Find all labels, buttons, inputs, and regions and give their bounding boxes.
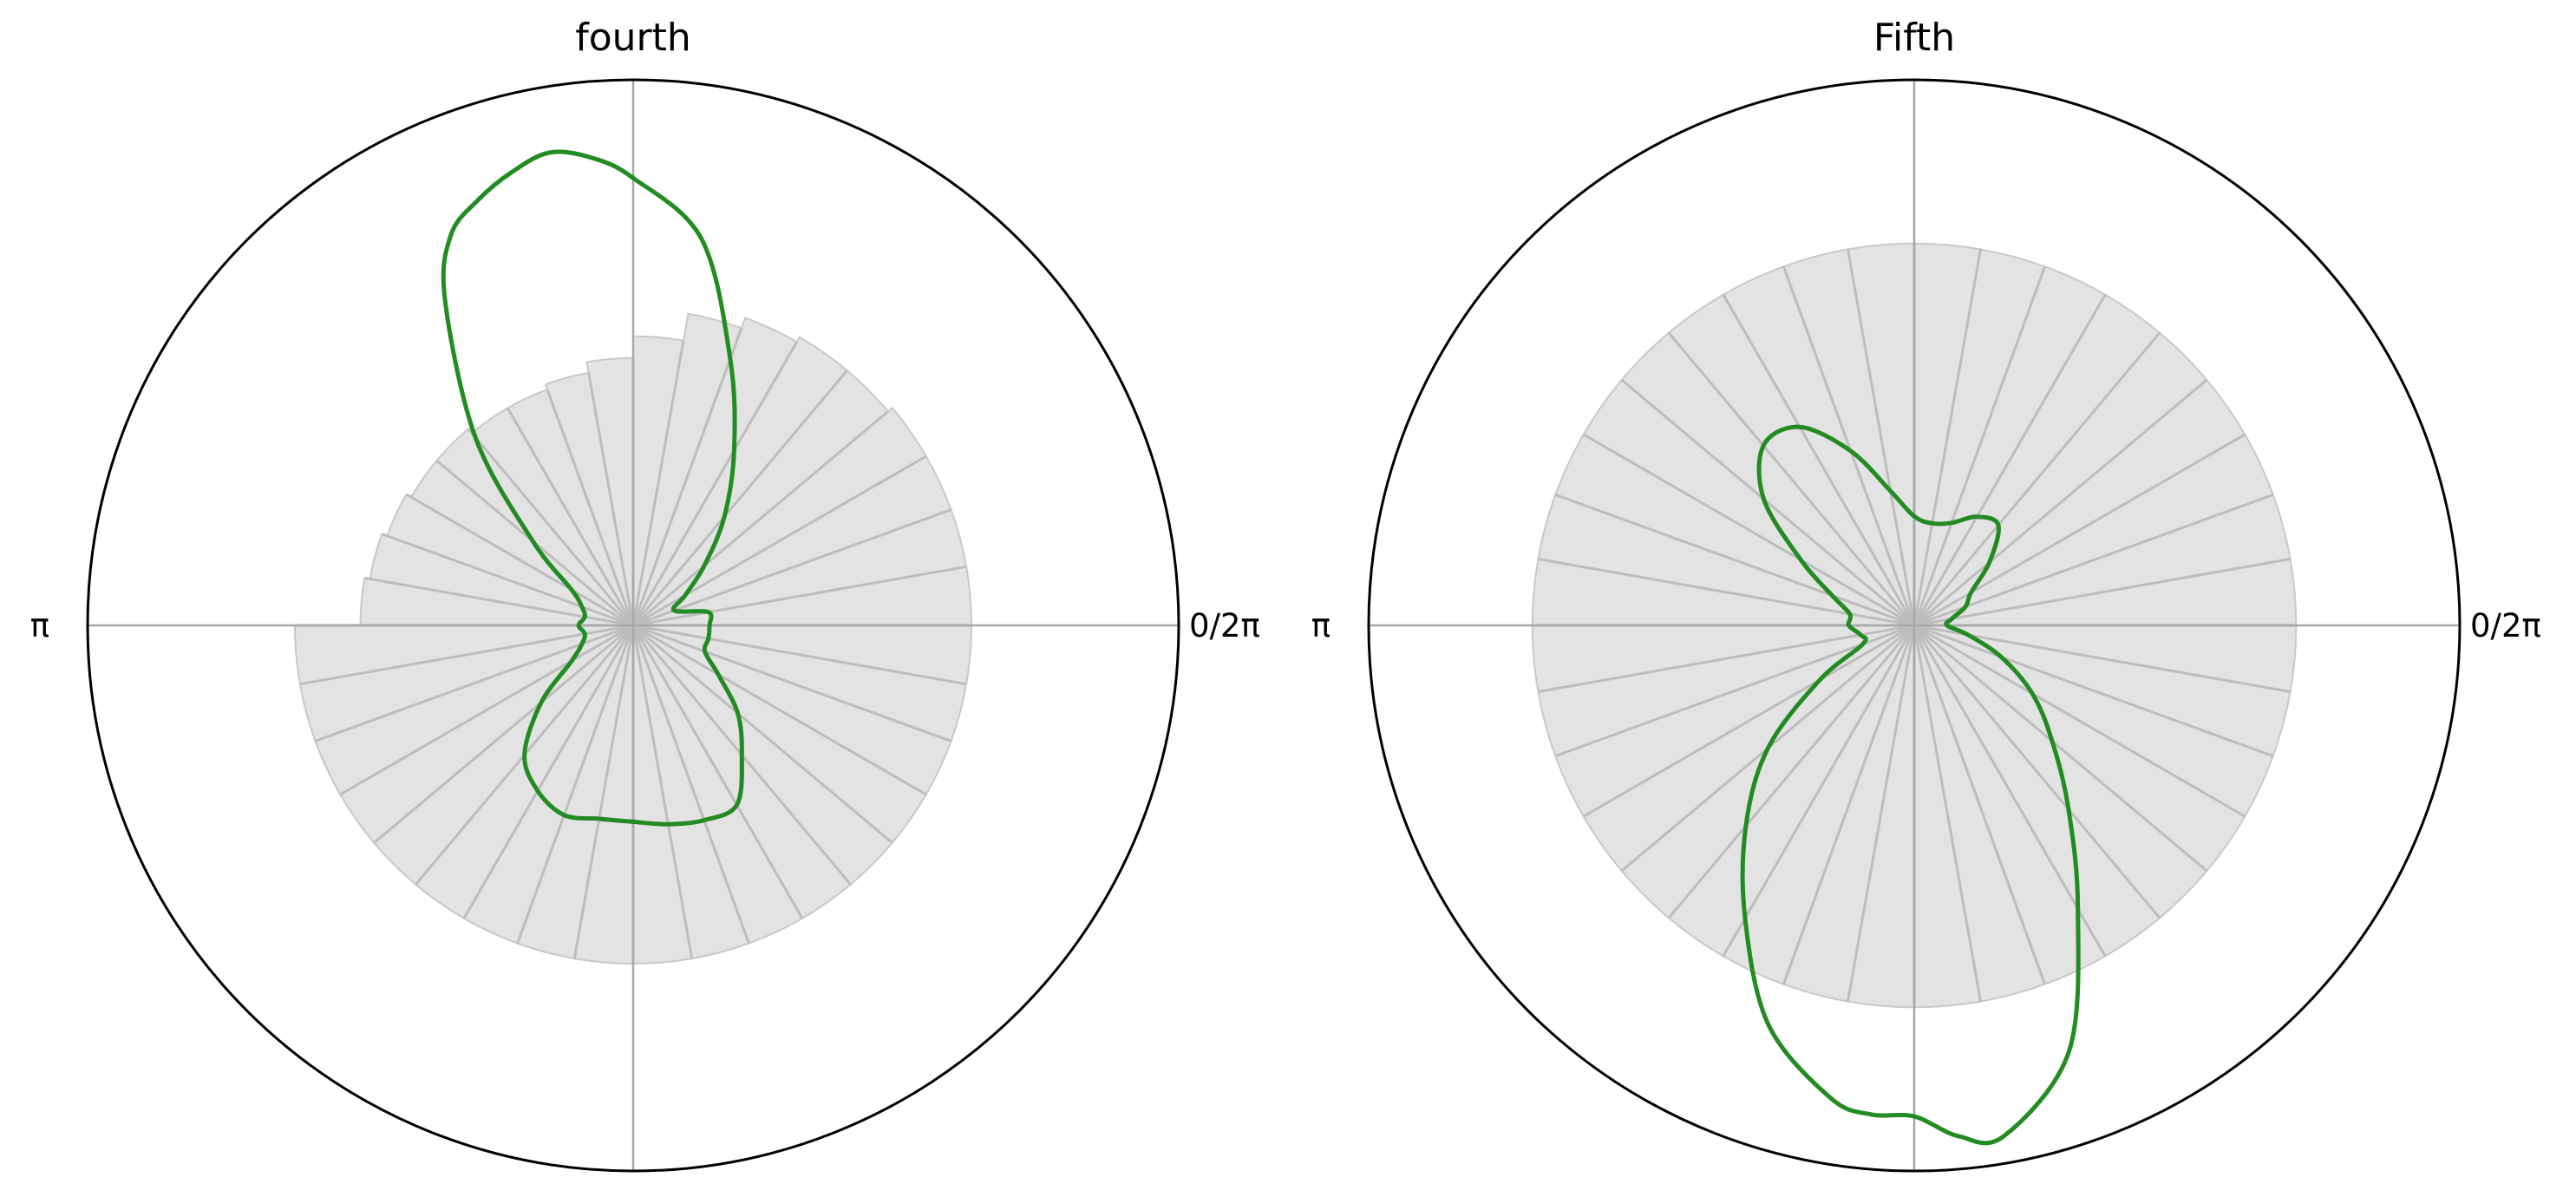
histogram-spoke (631, 327, 743, 626)
histogram-spoke (373, 624, 634, 844)
histogram-spoke (516, 625, 635, 945)
histogram-spoke (299, 624, 634, 686)
polar-frame (86, 78, 1180, 1173)
polar-axes (88, 80, 1179, 1171)
histogram-spoke (1912, 625, 2047, 985)
chart-title: Fifth (1873, 16, 1955, 60)
theta-tick-label-zero: 0/2π (2470, 607, 2541, 644)
histogram-spoke (1913, 624, 2246, 818)
histogram-spoke (1554, 624, 1915, 758)
histogram-spoke (1582, 433, 1915, 627)
polar-frame (1367, 78, 2462, 1173)
polar-panel-fourth: fourth 0/2π π (30, 16, 1260, 1173)
histogram-spoke (631, 340, 685, 626)
histogram-spoke (405, 493, 634, 627)
histogram-spoke (507, 407, 635, 626)
histogram-spoke (1582, 624, 1915, 818)
histogram-spoke (632, 624, 893, 844)
histogram-spoke (587, 372, 635, 626)
histogram-spoke (1913, 624, 2274, 758)
histogram-spoke (462, 625, 635, 919)
histogram-spoke (1847, 249, 1916, 626)
histogram-spoke (632, 508, 952, 627)
histogram-spoke (632, 410, 889, 627)
histogram-spoke (1538, 624, 1915, 693)
histogram-bars (1531, 242, 2298, 1009)
theta-tick-label-pi: π (30, 607, 49, 644)
histogram-spoke (1620, 378, 1915, 627)
histogram-spoke (1913, 624, 2291, 693)
polar-axes (1369, 80, 2460, 1171)
histogram-spoke (546, 389, 635, 626)
histogram-spoke (1913, 624, 2208, 873)
histogram-spoke (1722, 293, 1916, 626)
histogram-spoke (1912, 625, 1982, 1002)
histogram-spoke (381, 533, 634, 627)
chart-title: fourth (575, 16, 691, 60)
histogram-spoke (632, 565, 967, 627)
histogram-bar (632, 317, 799, 626)
histogram-spoke (1913, 493, 2274, 627)
histogram-spoke (631, 625, 694, 959)
histogram-spoke (632, 624, 967, 686)
histogram-spoke (632, 624, 952, 742)
histogram-spoke (1912, 265, 2047, 626)
histogram-spoke (1554, 493, 1915, 627)
histogram-spoke (572, 625, 635, 959)
histogram-spoke (631, 625, 750, 945)
polar-panel-fifth: Fifth 0/2π π (1311, 16, 2541, 1173)
theta-tick-label-pi: π (1311, 607, 1330, 644)
histogram-spoke (467, 428, 635, 626)
histogram-spoke (632, 624, 927, 796)
histogram-spoke (631, 370, 848, 626)
histogram-spoke (1913, 558, 2291, 627)
histogram-spoke (1722, 625, 1916, 958)
histogram-spoke (631, 625, 804, 919)
histogram-spoke (1912, 331, 2161, 626)
histogram-spoke (364, 576, 634, 627)
histogram-spoke (1912, 625, 2161, 919)
histogram-spoke (1913, 378, 2208, 627)
density-curve (1740, 424, 2081, 1146)
theta-tick-label-zero: 0/2π (1189, 607, 1260, 644)
histogram-spoke (1912, 249, 1982, 626)
histogram-spoke (1847, 625, 1916, 1002)
histogram-spoke (1667, 331, 1916, 626)
histogram-spoke (1782, 625, 1916, 985)
histogram-spoke (1912, 293, 2107, 626)
histogram-spoke (1782, 265, 1916, 626)
density-curve (441, 149, 744, 827)
histogram-spoke (631, 341, 798, 626)
histogram-spoke (339, 624, 634, 796)
histogram-spoke (1912, 625, 2107, 958)
histogram-bar (632, 336, 849, 626)
histogram-spoke (1667, 625, 1916, 919)
